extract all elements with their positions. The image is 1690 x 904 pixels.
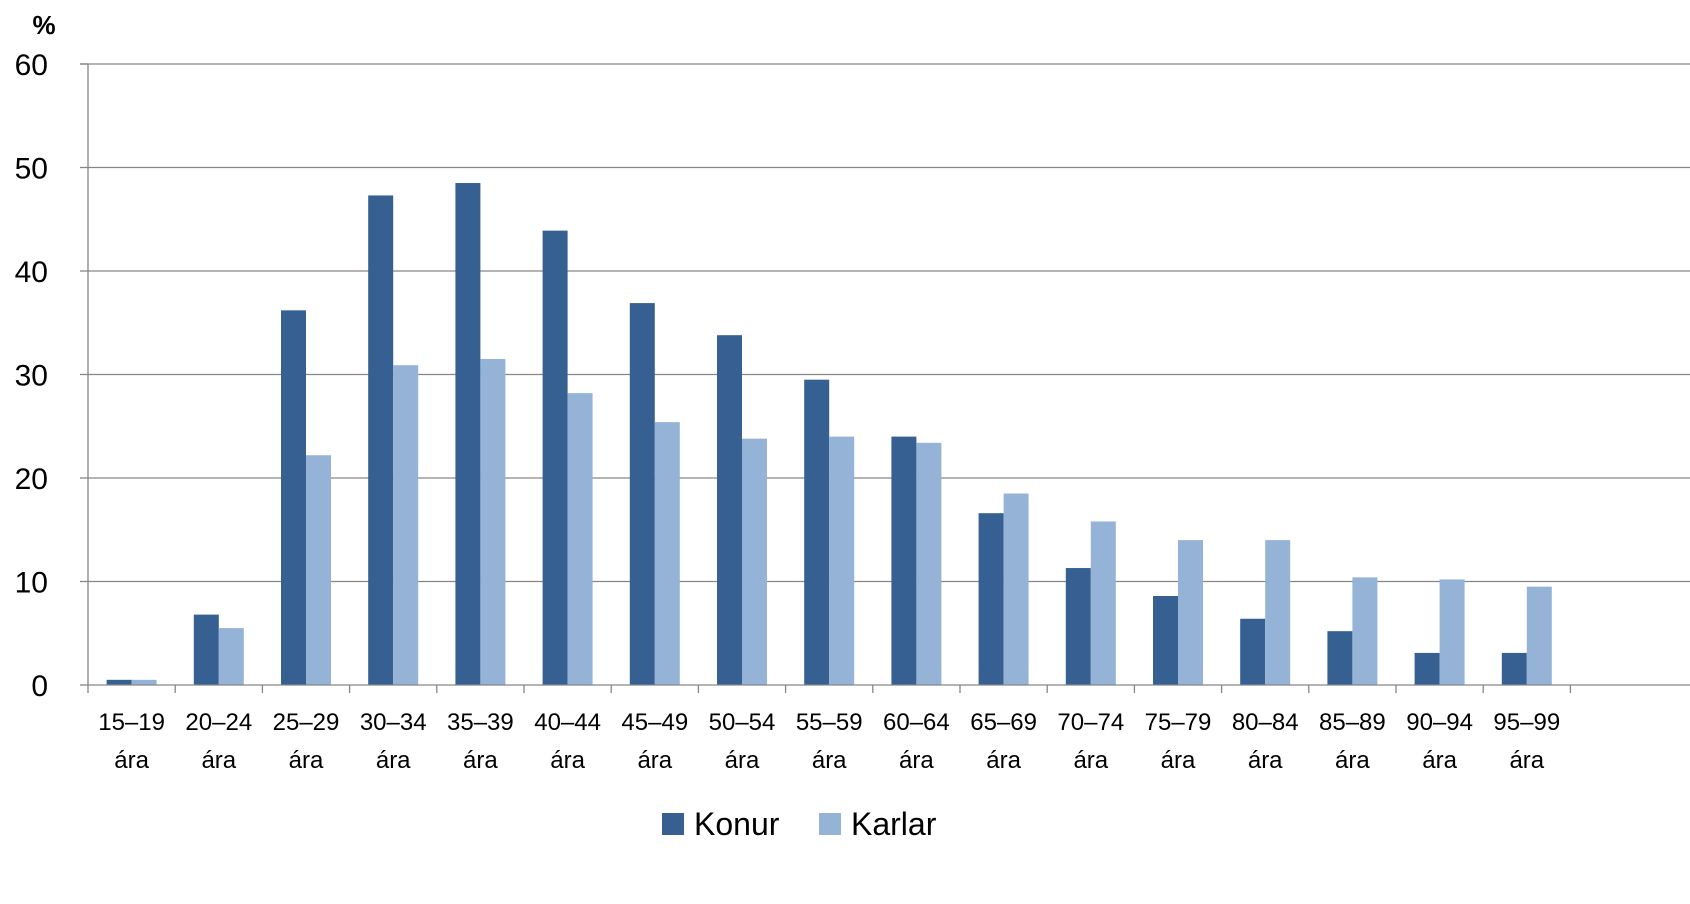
bar-konur-5	[542, 230, 568, 685]
x-tick-label: ára	[1335, 747, 1370, 774]
bar-konur-15	[1414, 652, 1440, 685]
bar-konur-6	[629, 303, 655, 685]
gridlines	[88, 63, 1690, 583]
y-axis-label: %	[32, 10, 55, 40]
x-tick-label: 45–49	[621, 709, 688, 736]
x-tick-label: ára	[1161, 747, 1196, 774]
x-tick-label: ára	[550, 747, 585, 774]
y-tick-label: 20	[15, 463, 48, 496]
y-tick-label: 0	[31, 670, 48, 703]
x-tick-label: ára	[463, 747, 498, 774]
axes	[80, 63, 1690, 693]
x-tick-label: ára	[201, 747, 236, 774]
bar-karlar-9	[916, 442, 942, 685]
legend-swatch-karlar	[819, 813, 841, 835]
x-tick-label: 55–59	[796, 709, 863, 736]
x-tick-label: 95–99	[1493, 709, 1560, 736]
x-tick-label: 25–29	[273, 709, 340, 736]
bar-karlar-6	[654, 422, 680, 685]
legend-swatch-konur	[662, 813, 684, 835]
x-tick-label: 15–19	[98, 709, 165, 736]
bar-konur-9	[891, 436, 917, 685]
bars	[106, 183, 1552, 685]
x-tick-label: ára	[812, 747, 847, 774]
x-tick-label: 35–39	[447, 709, 514, 736]
y-tick-label: 30	[15, 360, 48, 393]
bar-konur-3	[368, 195, 394, 685]
x-tick-label: 80–84	[1232, 709, 1299, 736]
bar-konur-8	[804, 379, 830, 685]
x-tick-label: ára	[1073, 747, 1108, 774]
y-tick-label: 10	[15, 567, 48, 600]
bar-karlar-1	[218, 628, 244, 685]
y-tick-label: 50	[15, 153, 48, 186]
legend-label-konur: Konur	[694, 806, 780, 842]
y-tick-label: 40	[15, 256, 48, 289]
bar-konur-14	[1327, 631, 1353, 685]
x-tick-label: 75–79	[1145, 709, 1212, 736]
x-tick-label: 50–54	[709, 709, 776, 736]
x-tick-label: ára	[637, 747, 672, 774]
bar-konur-10	[978, 513, 1004, 685]
x-tick-label: 65–69	[970, 709, 1037, 736]
legend: Konur Karlar	[662, 806, 937, 842]
bar-karlar-15	[1439, 579, 1465, 685]
y-tick-labels: 0 10 20 30 40 50 60	[15, 49, 48, 703]
bar-karlar-3	[393, 365, 419, 685]
x-tick-label: ára	[289, 747, 324, 774]
bar-karlar-10	[1003, 493, 1029, 685]
x-tick-label: 60–64	[883, 709, 950, 736]
bar-karlar-7	[742, 438, 767, 685]
legend-label-karlar: Karlar	[851, 806, 937, 842]
bar-konur-11	[1065, 568, 1091, 685]
x-tick-label: ára	[376, 747, 411, 774]
x-tick-label: 90–94	[1406, 709, 1473, 736]
bar-konur-7	[717, 335, 742, 685]
bar-konur-4	[455, 183, 481, 685]
bar-karlar-2	[306, 455, 331, 685]
bar-karlar-16	[1526, 586, 1552, 685]
bar-karlar-14	[1352, 577, 1378, 685]
x-tick-label: 20–24	[185, 709, 252, 736]
x-tick-label: ára	[114, 747, 149, 774]
bar-karlar-13	[1265, 540, 1291, 685]
bar-karlar-0	[131, 679, 157, 685]
bar-karlar-11	[1090, 521, 1116, 685]
x-tick-label: ára	[1509, 747, 1544, 774]
x-tick-labels: 15–19 ára 20–24 ára 25–29 ára 30–34 ára 35–39 ára…	[98, 709, 1560, 774]
bar-konur-1	[193, 614, 219, 685]
bar-karlar-12	[1178, 540, 1203, 685]
x-tick-label: ára	[1248, 747, 1283, 774]
x-tick-label: 30–34	[360, 709, 427, 736]
x-tick-label: ára	[899, 747, 934, 774]
x-tick-label: 85–89	[1319, 709, 1386, 736]
bar-karlar-5	[567, 393, 593, 685]
y-tick-label: 60	[15, 49, 48, 82]
x-tick-label: 70–74	[1057, 709, 1124, 736]
bar-konur-0	[106, 679, 132, 685]
bar-konur-13	[1240, 618, 1266, 685]
bar-karlar-4	[480, 358, 506, 685]
bar-karlar-8	[829, 436, 855, 685]
x-tick-label: ára	[725, 747, 760, 774]
x-tick-label: 40–44	[534, 709, 601, 736]
x-tick-label: ára	[986, 747, 1021, 774]
bar-konur-16	[1501, 652, 1527, 685]
x-tick-label: ára	[1422, 747, 1457, 774]
bar-konur-12	[1153, 595, 1178, 685]
bar-konur-2	[281, 310, 306, 685]
